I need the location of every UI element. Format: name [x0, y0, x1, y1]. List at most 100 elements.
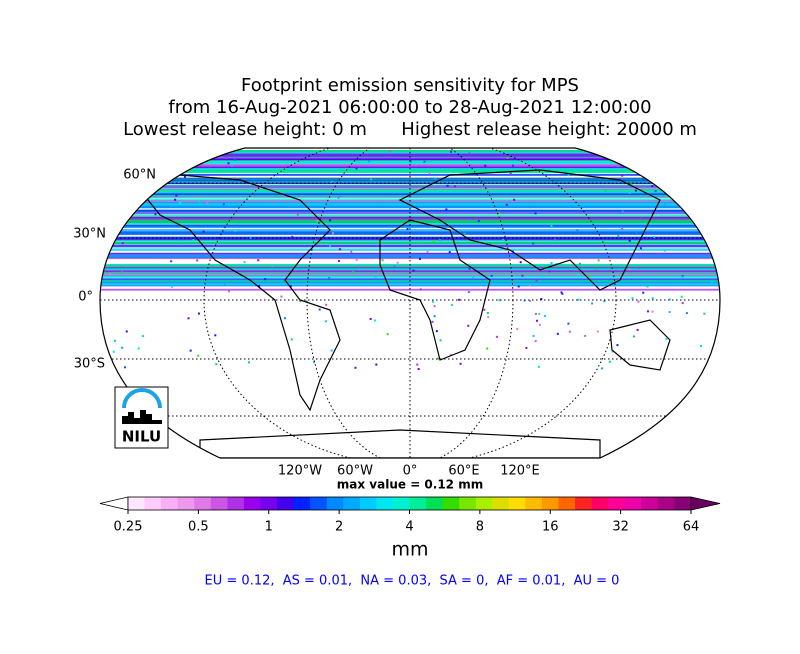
colorbar-segment — [144, 497, 162, 510]
speck — [419, 257, 422, 260]
colorbar-segment — [475, 497, 493, 510]
speck — [472, 276, 475, 279]
speck — [227, 290, 230, 293]
logo-arc — [122, 388, 162, 409]
speck — [318, 308, 321, 311]
speck — [630, 183, 633, 186]
speck — [700, 345, 703, 348]
lat-label: 30°S — [74, 357, 105, 372]
speck — [542, 274, 545, 277]
lon-label: 60°E — [448, 464, 479, 479]
colorbar-segment — [575, 497, 593, 510]
colorbar-tick-label: 4 — [405, 520, 413, 535]
speck — [328, 276, 331, 279]
stripe — [100, 185, 720, 187]
speck — [406, 228, 409, 231]
speck — [114, 339, 117, 342]
speck — [316, 219, 319, 222]
title-line: Footprint emission sensitivity for MPS — [241, 75, 579, 96]
speck — [487, 316, 490, 319]
logo-skyline — [122, 410, 162, 424]
speck — [467, 291, 470, 294]
colorbar-segment — [227, 497, 245, 510]
colorbar-segment — [591, 497, 609, 510]
speck — [483, 308, 486, 311]
speck — [646, 310, 649, 313]
colorbar-segment — [608, 497, 626, 510]
speck — [417, 368, 420, 371]
stripe — [100, 218, 720, 220]
region-stats: EU = 0.12, AS = 0.01, NA = 0.03, SA = 0,… — [205, 574, 620, 589]
speck — [468, 152, 471, 155]
colorbar-tick-label: 8 — [476, 520, 484, 535]
colorbar-segment — [409, 497, 427, 510]
speck — [595, 268, 598, 271]
speck — [290, 338, 293, 341]
stripe — [100, 265, 720, 267]
speck — [523, 299, 526, 302]
stripe — [100, 288, 720, 291]
speck — [668, 298, 671, 301]
speck — [337, 196, 340, 199]
speck — [222, 203, 225, 206]
lat-label: 0° — [78, 290, 93, 305]
speck — [538, 323, 541, 326]
speck — [370, 178, 373, 181]
speck — [604, 190, 607, 193]
speck — [350, 250, 353, 253]
speck — [638, 266, 641, 269]
speck — [450, 150, 453, 153]
speck — [170, 260, 173, 263]
speck — [315, 237, 318, 240]
speck — [665, 338, 668, 341]
speck — [600, 367, 603, 370]
speck — [513, 198, 516, 201]
speck — [258, 284, 261, 287]
speck — [352, 271, 355, 274]
colorbar-segment — [674, 497, 692, 510]
max-value: max value = 0.12 mm — [337, 478, 483, 492]
lon-label: 120°W — [278, 464, 322, 479]
speck — [197, 354, 200, 357]
speck — [324, 320, 327, 323]
speck — [577, 298, 580, 301]
speck — [576, 229, 579, 232]
speck — [154, 213, 157, 216]
colorbar-segment — [343, 497, 361, 510]
speck — [448, 251, 451, 254]
speck — [532, 334, 535, 337]
speck — [439, 339, 442, 342]
speck — [196, 259, 199, 262]
speck — [534, 340, 537, 343]
colorbar-segment — [492, 497, 510, 510]
speck — [375, 363, 378, 366]
stripe — [100, 229, 720, 232]
speck — [120, 271, 123, 274]
speck — [468, 289, 471, 292]
colorbar-segment — [128, 497, 146, 510]
speck — [651, 310, 654, 313]
speck — [373, 319, 376, 322]
colorbar-segment — [558, 497, 576, 510]
speck — [177, 238, 180, 241]
stripe — [100, 170, 720, 174]
speck — [445, 208, 448, 211]
colorbar-segment — [210, 497, 228, 510]
speck — [175, 194, 178, 197]
stripe — [100, 270, 720, 272]
map — [100, 148, 720, 458]
speck — [112, 350, 115, 353]
speck — [225, 157, 228, 160]
speck — [703, 312, 706, 315]
stripe — [100, 194, 720, 197]
graticule — [100, 148, 720, 458]
stripe — [100, 237, 720, 240]
speck — [521, 274, 524, 277]
speck — [468, 267, 471, 270]
speck — [517, 285, 520, 288]
speck — [642, 291, 645, 294]
speck — [654, 190, 657, 193]
speck — [438, 238, 441, 241]
speck — [495, 335, 498, 338]
